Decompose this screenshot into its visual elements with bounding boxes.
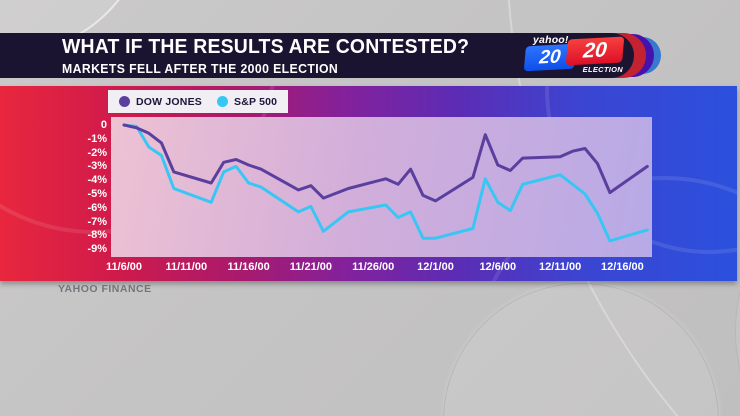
logo-year-red: 20 [565,36,625,66]
subheadline: MARKETS FELL AFTER THE 2000 ELECTION [62,62,339,76]
legend-item: DOW JONES [119,96,202,108]
y-tick: 0 [100,119,107,131]
x-tick: 12/16/00 [600,261,644,273]
legend-item: S&P 500 [216,95,278,108]
attribution: YAHOO FINANCE [58,283,152,295]
plot-area [111,117,652,257]
y-tick: -3% [87,160,107,173]
y-tick: -9% [87,243,107,256]
x-tick: 12/1/00 [417,261,454,273]
chart-band: DOW JONES S&P 500 0 -1% -2% -3% -4% -5% -6% -7% -… [0,86,737,281]
legend-dot-icon [119,96,130,107]
headline: WHAT IF THE RESULTS ARE CONTESTED? [62,36,470,58]
x-tick: 11/16/00 [227,261,270,273]
legend-dot-icon [216,96,228,107]
y-tick: -5% [87,188,107,200]
background-circle-bottom [443,283,719,416]
line-chart [122,123,649,243]
y-tick: -7% [87,215,107,228]
y-tick: -4% [87,174,107,187]
yahoo-2020-election-logo: yahoo! 20 20 ELECTION [515,33,634,78]
y-tick: -1% [87,132,107,145]
y-tick: -6% [87,201,107,214]
x-tick: 11/6/00 [105,261,143,273]
x-tick: 11/26/00 [352,261,395,273]
x-tick: 11/21/00 [289,261,332,273]
x-tick: 11/11/00 [165,261,208,273]
x-tick: 12/11/00 [538,261,582,273]
header-bar: WHAT IF THE RESULTS ARE CONTESTED? MARKE… [0,33,634,78]
s-p-500-line [122,123,649,243]
chart-legend: DOW JONES S&P 500 [108,90,289,113]
legend-label: S&P 500 [233,95,278,108]
logo-election-caption: ELECTION [582,65,623,74]
yahoo-wordmark: yahoo! [533,34,569,46]
y-tick: -2% [87,146,107,159]
legend-label: DOW JONES [136,95,202,108]
x-tick: 12/6/00 [479,261,517,273]
y-tick: -8% [87,229,107,242]
dow-jones-line [122,123,649,203]
